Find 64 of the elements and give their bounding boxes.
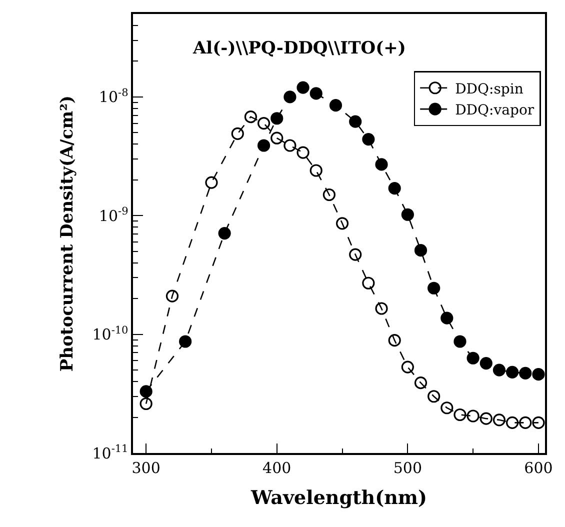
point — [231, 127, 244, 140]
point — [310, 164, 322, 177]
legend-label: DDQ:vapor — [455, 102, 534, 119]
point — [270, 132, 284, 144]
point — [388, 182, 401, 195]
point — [466, 352, 480, 364]
point — [179, 335, 192, 348]
text: Al(-)\\PQ-DDQ\\ITO(+) — [192, 38, 406, 58]
y-tick-label: 10$^{-10}$ — [92, 324, 128, 344]
x-tick-label: 600 — [524, 458, 553, 477]
point — [388, 334, 401, 347]
x-tick-label: 400 — [262, 458, 292, 477]
point — [362, 132, 375, 146]
point — [205, 176, 218, 189]
point — [375, 158, 388, 171]
point — [284, 90, 296, 104]
point — [336, 217, 349, 230]
point — [244, 110, 258, 124]
point — [440, 402, 454, 414]
point — [532, 368, 545, 381]
point — [401, 360, 414, 374]
point — [414, 244, 428, 257]
point — [440, 312, 454, 324]
point — [480, 412, 492, 425]
point — [296, 81, 310, 94]
point — [329, 99, 342, 112]
point — [349, 248, 362, 261]
legend-label: DDQ:spin — [455, 81, 524, 98]
point — [414, 376, 428, 390]
point — [140, 385, 152, 398]
point — [362, 276, 375, 290]
point — [375, 302, 388, 315]
point — [519, 416, 532, 429]
point — [428, 390, 440, 403]
y-tick-label: 10$^{-9}$ — [98, 206, 128, 225]
point — [428, 282, 440, 294]
point — [466, 410, 480, 422]
point — [349, 115, 362, 128]
point — [257, 116, 270, 130]
point — [257, 139, 270, 152]
point — [270, 112, 284, 125]
x-tick-label: 500 — [393, 458, 422, 477]
point — [506, 366, 519, 378]
y-tick-label: 10$^{-11}$ — [92, 442, 128, 462]
point — [140, 397, 152, 410]
y-tick-label: 10$^{-8}$ — [98, 86, 128, 106]
point — [492, 414, 506, 426]
x-tick-label: 300 — [132, 458, 160, 477]
point — [480, 356, 492, 370]
y-axis-title: Photocurrent Density(A/cm²) — [57, 95, 78, 372]
point — [310, 87, 322, 100]
point — [166, 290, 179, 302]
point — [296, 146, 310, 159]
point — [454, 408, 466, 422]
point — [506, 416, 519, 429]
point — [284, 139, 296, 152]
point — [492, 364, 506, 376]
point — [218, 226, 231, 240]
point — [322, 188, 336, 202]
point — [401, 208, 414, 221]
point — [454, 335, 466, 348]
point — [519, 366, 532, 380]
x-axis-title: Wavelength(nm) — [250, 487, 428, 510]
point — [532, 416, 545, 429]
